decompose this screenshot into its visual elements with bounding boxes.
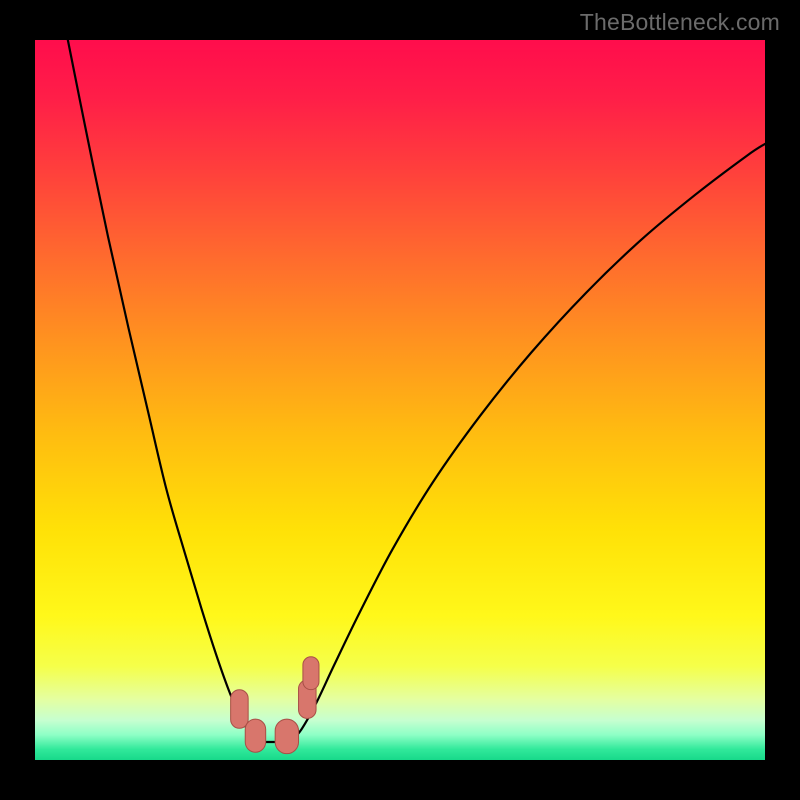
figure-root: TheBottleneck.com <box>0 0 800 800</box>
watermark-text: TheBottleneck.com <box>580 9 780 36</box>
plot-gradient-background <box>35 40 765 760</box>
